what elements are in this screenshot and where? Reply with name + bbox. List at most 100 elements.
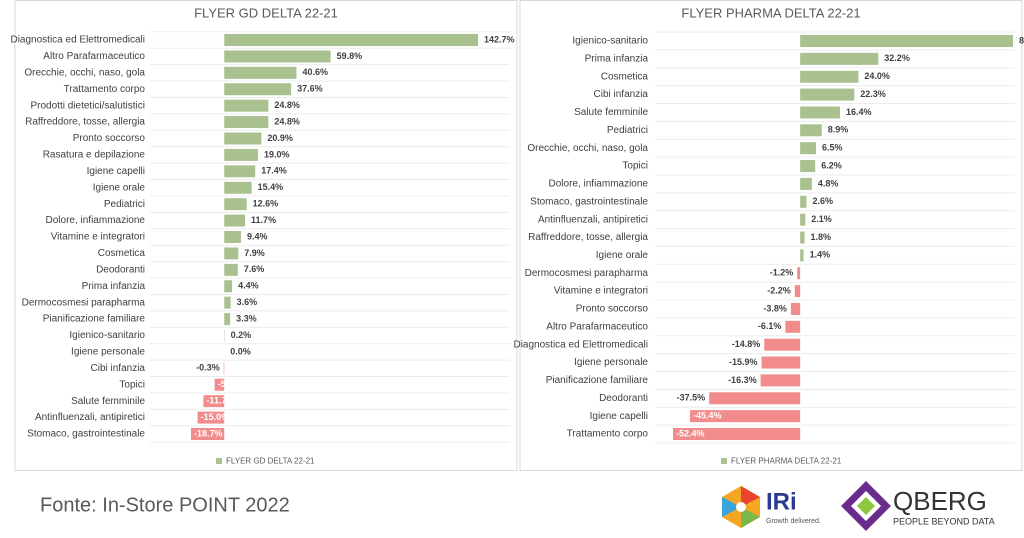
category-label: Deodoranti bbox=[96, 264, 145, 275]
value-label: -3.8% bbox=[763, 303, 787, 313]
category-label: Salute femminile bbox=[574, 107, 648, 118]
category-label: Dolore, infiammazione bbox=[549, 179, 649, 190]
bar bbox=[224, 50, 330, 62]
bar bbox=[224, 215, 245, 227]
value-label: 22.3% bbox=[860, 89, 886, 99]
category-label: Prima infanzia bbox=[585, 54, 649, 65]
value-label: 9.4% bbox=[247, 231, 268, 241]
value-label: -18.7% bbox=[194, 428, 223, 438]
category-label: Dermocosmesi parapharma bbox=[525, 268, 649, 279]
value-label: -15.0% bbox=[201, 412, 230, 422]
category-label: Altro Parafarmaceutico bbox=[43, 51, 145, 62]
bar bbox=[224, 362, 225, 374]
source: Fonte: In-Store POINT 2022 bbox=[40, 494, 290, 516]
value-label: 3.6% bbox=[237, 297, 258, 307]
category-label: Antinfluenzali, antipiretici bbox=[538, 214, 648, 225]
bar bbox=[797, 267, 800, 279]
category-label: Pronto soccorso bbox=[576, 304, 649, 315]
category-label: Topici bbox=[622, 161, 648, 172]
bar bbox=[224, 67, 296, 79]
value-label: 0.0% bbox=[230, 346, 251, 356]
bar bbox=[224, 133, 261, 145]
bar bbox=[761, 374, 801, 386]
category-label: Pronto soccorso bbox=[73, 133, 146, 144]
value-label: 17.4% bbox=[261, 166, 287, 176]
value-label: 2.6% bbox=[812, 196, 833, 206]
bar bbox=[800, 124, 822, 136]
category-label: Igienico-sanitario bbox=[69, 330, 145, 341]
category-label: Vitamine e integratori bbox=[554, 286, 648, 297]
value-label: -16.3% bbox=[728, 375, 757, 385]
bar bbox=[800, 53, 878, 65]
value-label: 59.8% bbox=[337, 51, 363, 61]
value-label: 4.8% bbox=[818, 178, 839, 188]
category-label: Vitamine e integratori bbox=[51, 232, 145, 243]
value-label: 6.5% bbox=[822, 143, 843, 153]
value-label: 7.9% bbox=[244, 248, 265, 258]
bar bbox=[224, 165, 255, 177]
bar bbox=[224, 297, 230, 309]
category-label: Pianificazione familiare bbox=[43, 314, 146, 325]
category-label: Diagnostica ed Elettromedicali bbox=[513, 339, 648, 350]
value-label: 7.6% bbox=[244, 264, 265, 274]
value-label: 24.0% bbox=[864, 71, 890, 81]
bar bbox=[224, 182, 251, 194]
bar bbox=[800, 160, 815, 172]
value-label: 142.7% bbox=[484, 34, 515, 44]
iri-logo bbox=[722, 486, 760, 528]
value-label: 2.1% bbox=[811, 214, 832, 224]
category-label: Prima infanzia bbox=[82, 281, 146, 292]
bar bbox=[800, 196, 806, 208]
category-label: Cosmetica bbox=[601, 71, 649, 82]
value-label: 24.8% bbox=[274, 100, 300, 110]
category-label: Trattamento corpo bbox=[64, 84, 146, 95]
category-label: Igiene personale bbox=[71, 347, 145, 358]
bar bbox=[800, 71, 858, 83]
category-label: Pianificazione familiare bbox=[546, 375, 649, 386]
value-label: 8.9% bbox=[828, 125, 849, 135]
value-label: 4.4% bbox=[238, 281, 259, 291]
category-label: Dermocosmesi parapharma bbox=[22, 297, 146, 308]
category-label: Rasatura e depilazione bbox=[43, 150, 146, 161]
value-label: -37.5% bbox=[677, 393, 706, 403]
category-label: Igiene orale bbox=[596, 250, 649, 261]
bar bbox=[800, 249, 803, 261]
bar bbox=[800, 106, 840, 118]
category-label: Igiene capelli bbox=[87, 166, 145, 177]
value-label: 1.8% bbox=[811, 232, 832, 242]
value-label: 11.7% bbox=[251, 215, 276, 225]
bar bbox=[762, 357, 801, 369]
value-label: -6.1% bbox=[758, 321, 782, 331]
bar bbox=[795, 285, 800, 297]
bar bbox=[224, 247, 238, 259]
logo-tagline: Growth delivered. bbox=[766, 518, 821, 525]
logo-name: QBERG bbox=[893, 486, 987, 516]
value-label: 37.6% bbox=[297, 84, 323, 94]
value-label: -52.4% bbox=[676, 428, 705, 438]
value-label: -2.2% bbox=[767, 285, 791, 295]
category-label: Igiene personale bbox=[574, 357, 648, 368]
bar bbox=[224, 231, 241, 243]
value-label: -14.8% bbox=[732, 339, 761, 349]
bar bbox=[224, 83, 291, 95]
bar bbox=[800, 232, 804, 244]
value-label: 6.2% bbox=[821, 160, 842, 170]
category-label: Igiene orale bbox=[93, 182, 146, 193]
logo-tagline: PEOPLE BEYOND DATA bbox=[893, 516, 995, 526]
category-label: Pediatrici bbox=[607, 125, 648, 136]
category-label: Antinfluenzali, antipiretici bbox=[35, 412, 145, 423]
category-label: Igiene capelli bbox=[590, 411, 648, 422]
category-label: Pediatrici bbox=[104, 199, 145, 210]
value-label: -0.3% bbox=[196, 363, 220, 373]
bar bbox=[764, 339, 800, 351]
category-label: Raffreddore, tosse, allergia bbox=[25, 117, 145, 128]
legend-label: FLYER PHARMA DELTA 22-21 bbox=[731, 457, 842, 466]
category-label: Orecchie, occhi, naso, gola bbox=[527, 143, 648, 154]
value-label: 24.8% bbox=[274, 116, 300, 126]
value-label: -45.4% bbox=[693, 411, 722, 421]
chart-title: FLYER PHARMA DELTA 22-21 bbox=[681, 5, 860, 20]
category-label: Cibi infanzia bbox=[91, 363, 146, 374]
qberg-logo bbox=[846, 486, 886, 526]
bar bbox=[800, 142, 816, 154]
bar bbox=[224, 264, 238, 276]
